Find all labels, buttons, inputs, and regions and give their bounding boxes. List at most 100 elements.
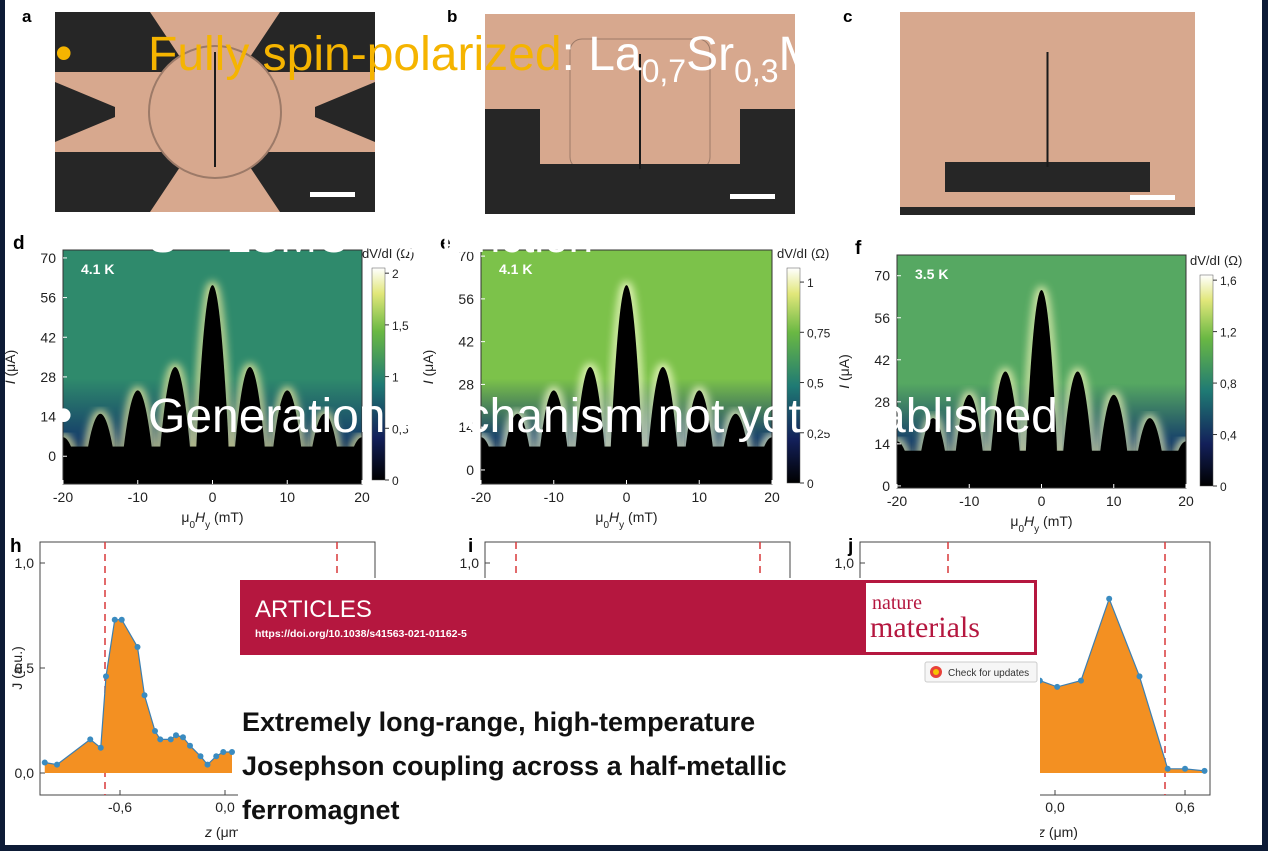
heatmap [464,250,790,484]
article-title: Josephson coupling across a half-metalli… [242,751,787,781]
article-title: ferromagnet [242,795,400,825]
point [135,644,141,650]
point [1165,766,1171,772]
colorbar-tick-label: 0,4 [1220,429,1237,443]
panel-label: c [843,7,852,26]
x-tick-label: 20 [764,489,780,505]
y-tick-label: 0 [466,462,474,478]
point [173,732,179,738]
panel-label: d [13,233,25,254]
point [1182,766,1188,772]
point [220,749,226,755]
label-part: (μm) [1045,824,1078,840]
x-tick-label: 0,0 [215,799,235,815]
heatmap-floor [63,447,362,484]
scale-bar [730,194,775,199]
y-tick-label: 56 [40,290,56,306]
heatmap-floor [481,447,772,484]
colorbar-tick-label: 0 [1220,480,1227,494]
label-part: (μA) [836,354,852,385]
colorbar-title: dV/dI (Ω) [1190,253,1242,268]
scale-bar [310,192,355,197]
x-axis-label: z (μm) [1037,824,1078,840]
x-tick-label: -0,6 [108,799,132,815]
article-title: Extremely long-range, high-temperature [242,707,755,737]
x-tick-label: -20 [53,489,73,505]
colorbar-tick-label: 1,6 [1220,274,1237,288]
slide: abcd4.1 K01428425670-20-1001020I (μA)μ0H… [0,0,1268,851]
colorbar-tick-label: 0 [392,474,399,488]
heatmap [45,250,380,484]
temperature: 3.5 K [915,266,948,282]
point [187,743,193,749]
article-section: ARTICLES [255,596,372,623]
point [152,728,158,734]
x-tick-label: 0,6 [1175,799,1195,815]
point [1202,768,1208,774]
y-tick-label: 14 [40,409,56,425]
point [54,762,60,768]
point [142,692,148,698]
y-tick-label: 0,0 [15,765,35,781]
x-tick-label: -20 [471,489,491,505]
point [180,734,186,740]
y-tick-label: 1,0 [15,555,35,571]
colorbar-tick-label: 1,5 [392,319,409,333]
colorbar [787,268,800,483]
sem-dark [900,207,1195,215]
colorbar-tick-label: 0,5 [807,377,824,391]
x-tick-label: 10 [691,489,707,505]
update-icon [933,669,939,675]
y-tick-label: 42 [458,334,474,350]
colorbar-tick-label: 1 [807,276,814,290]
bullet-part: MnO [779,28,883,81]
panel-label: h [10,536,22,557]
y-tick-label: 42 [874,352,890,368]
point [42,760,48,766]
colorbar-tick-label: 2 [392,267,399,281]
label-part: (μA) [2,350,18,381]
y-tick-label: 42 [40,329,56,345]
point [213,753,219,759]
y-axis-label: I (μA) [420,350,436,385]
y-tick-label: 56 [458,291,474,307]
temperature: 4.1 K [81,261,114,277]
colorbar [1200,275,1213,486]
bullet: • [55,387,73,443]
sub-point: S – LSMO – S junction [148,213,593,262]
bullet-part: : La [562,28,642,81]
colorbar-title: dV/dI (Ω) [777,246,829,261]
x-tick-label: 10 [279,489,295,505]
colorbar-tick-label: 1 [392,371,399,385]
x-tick-label: 0,0 [1045,799,1065,815]
page: { "slide": { "bullet_mark": "•", "bullet… [0,0,1268,851]
y-axis-label: I (μA) [2,350,18,385]
y-tick-label: 56 [874,310,890,326]
x-tick-label: 20 [354,489,370,505]
label-part: (mT) [624,509,657,525]
panel-label: b [447,7,457,26]
panel-label: j [847,536,853,557]
point [1054,684,1060,690]
point [198,753,204,759]
x-tick-label: 20 [1178,493,1194,509]
x-tick-label: -20 [887,493,907,509]
bullet-part: 3 [883,53,901,89]
update-label: Check for updates [948,668,1029,679]
y-axis-label: I (μA) [836,354,852,389]
point [1106,596,1112,602]
label-part: z [204,824,212,840]
y-axis-label: J (a.u.) [9,646,25,690]
y-tick-label: 1,0 [460,555,480,571]
colorbar-tick-label: 0,75 [807,326,831,340]
point [98,745,104,751]
y-tick-label: 70 [874,268,890,284]
point [168,736,174,742]
x-tick-label: -10 [128,489,148,505]
bullet-text: Fully spin-polarized: La0,7Sr0,3MnO3 [148,28,900,89]
x-tick-label: 10 [1106,493,1122,509]
y-tick-label: 0 [882,478,890,494]
point [112,617,118,623]
y-tick-label: 70 [40,250,56,266]
temperature: 4.1 K [499,261,532,277]
